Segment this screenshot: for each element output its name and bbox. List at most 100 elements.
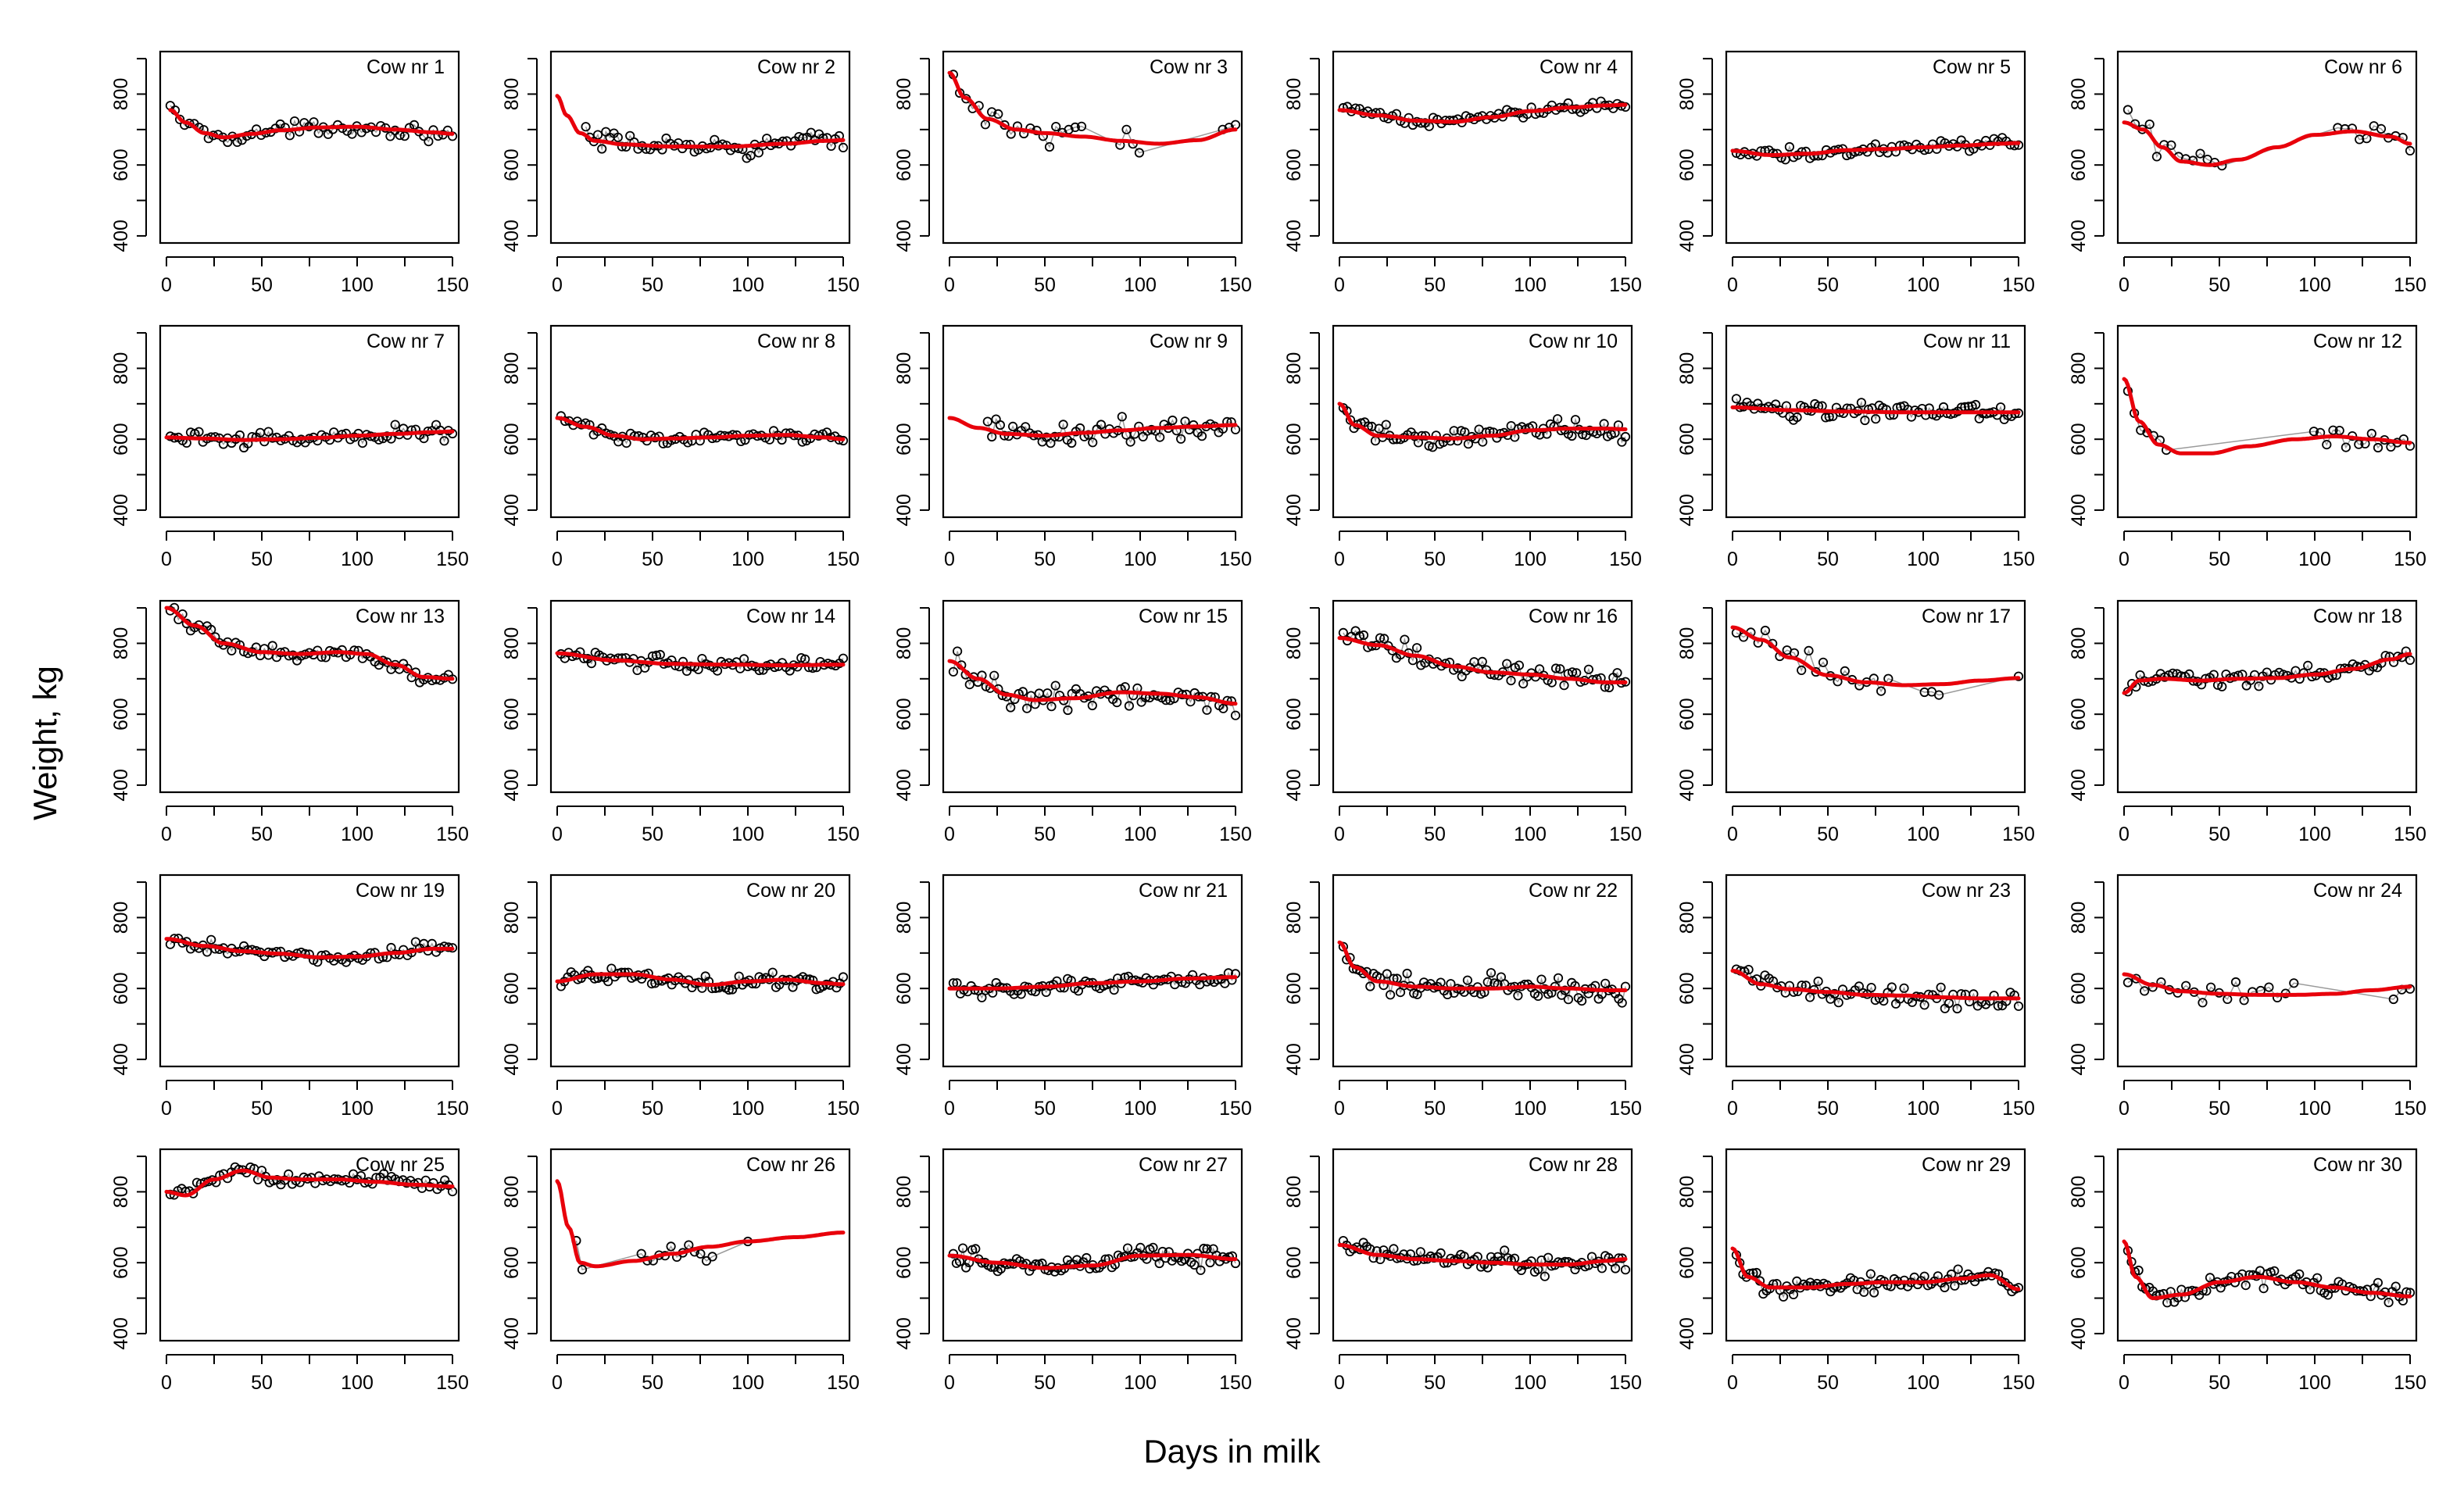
- observed-trace: [953, 652, 1236, 716]
- panel-label: Cow nr 29: [1922, 1154, 2011, 1176]
- x-tick-label: 0: [2119, 823, 2130, 845]
- x-tick-label: 50: [1817, 1098, 1839, 1120]
- panel-frame: [943, 875, 1242, 1066]
- x-tick-label: 0: [2119, 548, 2130, 570]
- y-tick-label: 600: [1676, 972, 1698, 1005]
- x-tick-label: 50: [1817, 274, 1839, 296]
- x-tick-label: 100: [2298, 274, 2331, 296]
- y-tick-label: 600: [501, 423, 523, 455]
- x-tick-label: 150: [2394, 823, 2426, 845]
- x-tick-label: 100: [1907, 823, 1940, 845]
- x-tick-label: 0: [1334, 823, 1345, 845]
- x-tick-label: 50: [251, 274, 273, 296]
- y-tick-label: 800: [110, 627, 132, 660]
- x-tick-label: 0: [1334, 1098, 1345, 1120]
- x-tick-label: 150: [1219, 1372, 1252, 1394]
- y-tick-label: 800: [1283, 78, 1305, 111]
- x-tick-label: 100: [1514, 823, 1547, 845]
- y-tick-label: 600: [1283, 698, 1305, 730]
- panel-label: Cow nr 9: [1150, 330, 1228, 352]
- y-tick-label: 800: [2068, 627, 2090, 660]
- panel-cow-22: 400 600 800 0 50 100 150 Cow nr 22: [1283, 875, 1642, 1120]
- panel-label: Cow nr 30: [2313, 1154, 2402, 1176]
- x-tick-label: 150: [1609, 1098, 1642, 1120]
- y-tick-label: 400: [1283, 220, 1305, 252]
- panel-label: Cow nr 6: [2324, 56, 2402, 78]
- y-tick-label: 600: [2068, 1246, 2090, 1279]
- panel-label: Cow nr 24: [2313, 880, 2402, 902]
- x-tick-label: 100: [1907, 1372, 1940, 1394]
- y-tick-label: 400: [1283, 1317, 1305, 1350]
- panel-frame: [160, 52, 459, 243]
- y-tick-label: 800: [893, 902, 915, 934]
- panel-frame: [2118, 326, 2416, 517]
- panel-cow-5: 4006008000 50 100 150Cow nr 5: [1676, 52, 2035, 296]
- y-tick-label: 800: [893, 78, 915, 111]
- x-tick-label: 0: [161, 1098, 172, 1120]
- panel-label: Cow nr 4: [1540, 56, 1618, 78]
- x-tick-label: 150: [1609, 548, 1642, 570]
- panel-cow-24: 4006008000 50 100 150Cow nr 24: [2068, 875, 2426, 1120]
- y-tick-label: 600: [110, 972, 132, 1005]
- x-tick-label: 50: [642, 823, 663, 845]
- x-tick-label: 150: [2394, 548, 2426, 570]
- x-tick-label: 150: [2002, 274, 2035, 296]
- x-tick-label: 0: [944, 1372, 955, 1394]
- x-tick-label: 150: [2002, 548, 2035, 570]
- panel-frame: [160, 875, 459, 1066]
- x-tick-label: 0: [2119, 274, 2130, 296]
- panel-frame: [1726, 1149, 2025, 1341]
- panel-label: Cow nr 11: [1923, 330, 2011, 352]
- panel-cow-29: 4006008000 50 100 150Cow nr 29: [1676, 1149, 2035, 1394]
- y-tick-label: 400: [893, 220, 915, 252]
- panel-cow-3: 4006008000 50 100 150Cow nr 3: [893, 52, 1252, 296]
- y-tick-label: 400: [1676, 220, 1698, 252]
- x-tick-label: 50: [642, 274, 663, 296]
- x-tick-label: 100: [2298, 1372, 2331, 1394]
- x-tick-label: 150: [1219, 1098, 1252, 1120]
- x-tick-label: 100: [731, 823, 764, 845]
- panel-frame: [1726, 601, 2025, 792]
- y-tick-label: 600: [893, 972, 915, 1005]
- y-tick-label: 600: [1676, 148, 1698, 181]
- panel-cow-12: 4006008000 50 100 150Cow nr 12: [2068, 326, 2426, 570]
- y-tick-label: 400: [1676, 769, 1698, 802]
- panel-label: Cow nr 13: [356, 605, 445, 627]
- panel-label: Cow nr 2: [757, 56, 835, 78]
- panel-frame: [551, 875, 849, 1066]
- panel-frame: [943, 1149, 1242, 1341]
- y-tick-label: 400: [1283, 769, 1305, 802]
- panel-cow-21: 4006008000 50 100 150Cow nr 21: [893, 875, 1252, 1120]
- x-tick-label: 0: [1727, 274, 1738, 296]
- x-tick-label: 100: [1514, 274, 1547, 296]
- panel-cow-7: 4006008000 50 100 150Cow nr 7: [110, 326, 469, 570]
- x-tick-label: 50: [642, 1372, 663, 1394]
- y-tick-label: 800: [1283, 627, 1305, 660]
- panel-frame: [2118, 1149, 2416, 1341]
- x-tick-label: 150: [827, 1098, 860, 1120]
- x-tick-label: 150: [2002, 823, 2035, 845]
- panel-frame: [160, 326, 459, 517]
- panel-frame: [1726, 326, 2025, 517]
- y-tick-label: 400: [501, 220, 523, 252]
- x-tick-label: 150: [436, 548, 469, 570]
- y-tick-label: 800: [1283, 902, 1305, 934]
- y-tick-label: 600: [2068, 972, 2090, 1005]
- x-tick-label: 150: [827, 1372, 860, 1394]
- y-tick-label: 400: [2068, 769, 2090, 802]
- panel-cow-6: 4006008000 50 100 150Cow nr 6: [2068, 52, 2426, 296]
- x-tick-label: 100: [2298, 1098, 2331, 1120]
- x-tick-label: 100: [1124, 1372, 1157, 1394]
- panel-cow-8: 400 600 800 0 50 100 150 Cow nr 8: [501, 326, 860, 570]
- x-tick-label: 150: [1219, 548, 1252, 570]
- y-tick-label: 800: [501, 1176, 523, 1209]
- x-tick-label: 50: [1034, 823, 1056, 845]
- x-tick-label: 0: [1334, 548, 1345, 570]
- panel-cow-14: 400 600 800 0 50 100 150 Cow nr 14: [501, 601, 860, 845]
- x-tick-label: 0: [944, 823, 955, 845]
- y-tick-label: 400: [501, 769, 523, 802]
- x-tick-label: 100: [1514, 1372, 1547, 1394]
- observed-trace: [1736, 630, 2019, 695]
- x-tick-label: 150: [436, 1098, 469, 1120]
- y-tick-label: 800: [501, 352, 523, 385]
